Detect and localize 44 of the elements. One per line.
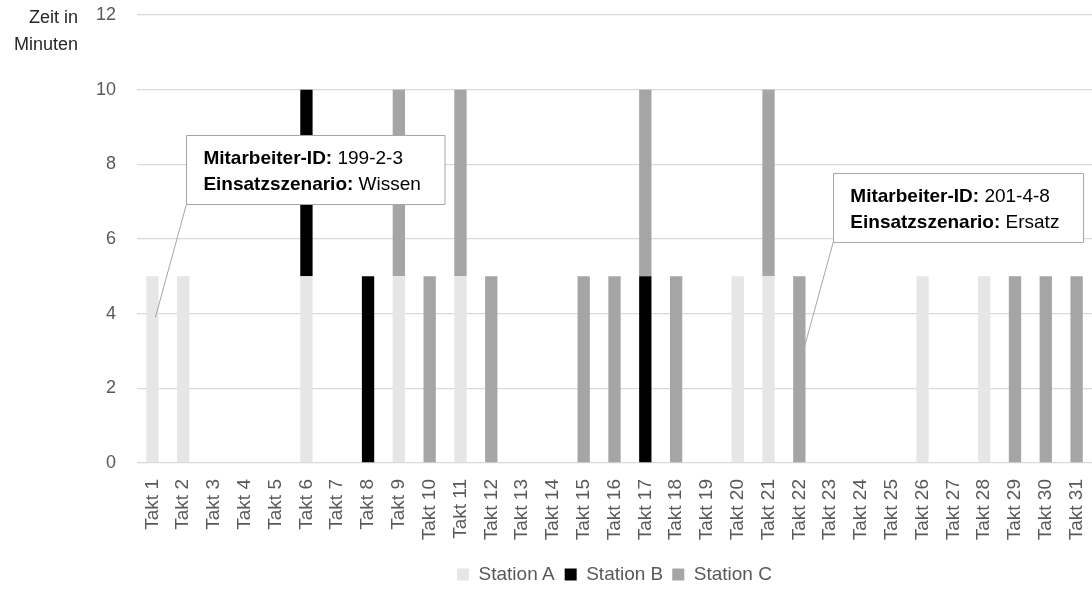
- x-tick-label: Takt 17: [633, 479, 655, 541]
- x-tick-label: Takt 10: [417, 479, 439, 541]
- y-tick-label: 0: [105, 451, 116, 472]
- x-tick-label: Takt 3: [202, 479, 224, 530]
- y-tick-label: 8: [105, 153, 116, 174]
- x-tick-label: Takt 13: [510, 479, 532, 541]
- x-tick-label: Takt 21: [756, 479, 778, 541]
- x-tick-label: Takt 26: [910, 479, 932, 541]
- y-tick-label: 10: [95, 78, 116, 99]
- x-tick-label: Takt 23: [818, 479, 840, 541]
- x-tick-label: Takt 22: [787, 479, 809, 541]
- y-tick-label: 4: [105, 302, 116, 323]
- x-tick-label: Takt 18: [664, 479, 686, 541]
- x-tick-label: Takt 27: [941, 479, 963, 541]
- x-tick-label: Takt 6: [294, 479, 316, 530]
- x-tick-label: Takt 1: [140, 479, 162, 530]
- legend-label: Station C: [693, 562, 772, 584]
- x-tick-label: Takt 4: [233, 478, 255, 530]
- x-tick-label: Takt 15: [571, 479, 593, 541]
- legend-label: Station A: [478, 562, 555, 584]
- x-tick-label: Takt 14: [541, 478, 563, 541]
- annotation: Mitarbeiter-ID: 199-2-3 Einsatzszenario: Wissen: [203, 147, 421, 195]
- x-tick-label: Takt 8: [356, 479, 378, 530]
- x-tick-label: Takt 7: [325, 479, 347, 530]
- x-tick-label: Takt 20: [725, 479, 747, 541]
- x-tick-label: Takt 5: [263, 479, 285, 530]
- annotation: Mitarbeiter-ID: 201-4-8 Einsatzszenario: Ersatz: [850, 184, 1060, 232]
- legend-label: Station B: [586, 562, 664, 584]
- y-tick-label: 6: [105, 227, 116, 248]
- x-tick-label: Takt 30: [1034, 479, 1056, 541]
- x-tick-label: Takt 29: [1003, 479, 1025, 541]
- x-tick-label: Takt 31: [1064, 479, 1086, 541]
- x-tick-label: Takt 25: [879, 479, 901, 541]
- y-axis-title: Zeit in Minuten: [12, 6, 78, 56]
- x-tick-label: Takt 19: [695, 479, 717, 541]
- x-tick-label: Takt 2: [171, 479, 193, 530]
- x-tick-label: Takt 11: [448, 479, 470, 539]
- y-tick-label: 2: [105, 377, 116, 398]
- y-tick-label: 12: [95, 3, 116, 24]
- x-tick-label: Takt 9: [387, 479, 409, 530]
- x-tick-label: Takt 24: [849, 478, 871, 541]
- x-tick-label: Takt 16: [602, 479, 624, 541]
- x-tick-label: Takt 28: [972, 479, 994, 541]
- x-tick-label: Takt 12: [479, 479, 501, 541]
